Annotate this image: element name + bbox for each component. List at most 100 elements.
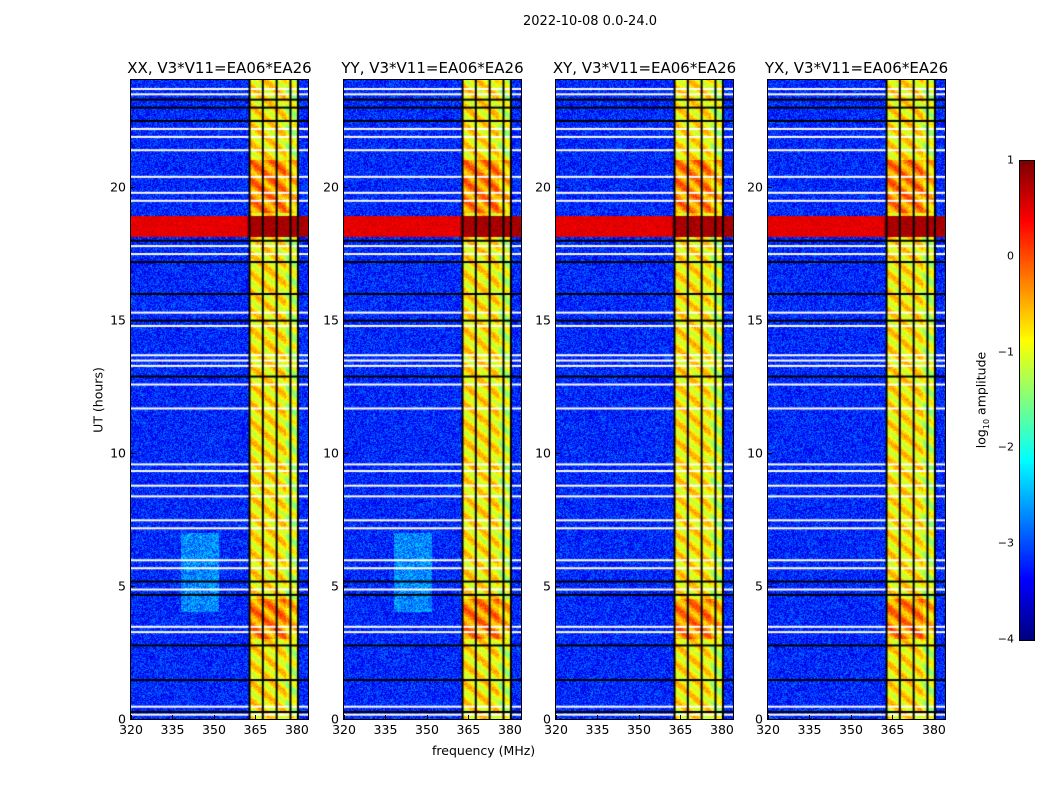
y-tick-mark [556, 452, 560, 454]
x-tick-mark [597, 715, 599, 719]
colorbar-tick-label: −3 [997, 536, 1014, 550]
x-tick-label: 365 [243, 722, 268, 737]
x-tick-mark [131, 715, 132, 719]
y-tick-mark [768, 585, 772, 587]
x-tick-label: 365 [456, 722, 481, 737]
x-tick-label: 335 [160, 722, 185, 737]
x-tick-mark [768, 715, 769, 719]
colorbar-label: log10 amplitude [973, 351, 991, 449]
x-tick-mark [556, 715, 557, 719]
heatmap-panel-yy [343, 79, 522, 720]
x-tick-label: 380 [922, 722, 946, 737]
x-tick-mark [809, 715, 811, 719]
heatmap-panel-yx [767, 79, 946, 720]
x-tick-label: 380 [710, 722, 734, 737]
y-tick-mark [556, 719, 560, 720]
x-tick-mark [509, 715, 511, 719]
y-tick-label: 15 [535, 312, 551, 328]
y-tick-mark [768, 719, 772, 720]
y-tick-label: 20 [323, 179, 339, 194]
figure-title: 2022-10-08 0.0-24.0 [523, 14, 657, 29]
x-tick-label: 320 [119, 722, 143, 737]
x-tick-mark [638, 715, 640, 719]
x-tick-label: 320 [332, 722, 356, 737]
y-tick-mark [131, 319, 135, 321]
panel-title: XY, V3*V11=EA06*EA26 [552, 59, 737, 77]
x-tick-label: 380 [498, 722, 522, 737]
x-tick-label: 335 [373, 722, 398, 737]
y-tick-mark [556, 319, 560, 321]
y-tick-label: 10 [747, 445, 763, 461]
x-tick-label: 350 [627, 722, 651, 737]
x-tick-mark [892, 715, 894, 719]
x-tick-label: 365 [668, 722, 693, 737]
x-tick-mark [344, 715, 345, 719]
x-tick-label: 320 [756, 722, 780, 737]
y-tick-label: 20 [535, 179, 551, 194]
y-tick-label: 15 [323, 312, 339, 328]
x-tick-label: 320 [544, 722, 568, 737]
panel-title: YX, V3*V11=EA06*EA26 [764, 59, 949, 77]
y-tick-label: 20 [747, 179, 763, 194]
x-tick-label: 350 [202, 722, 226, 737]
colorbar-tick-label: −4 [997, 632, 1014, 646]
y-tick-label: 15 [110, 312, 126, 328]
y-tick-mark [344, 186, 348, 188]
colorbar-tick-label: −2 [997, 440, 1014, 454]
y-tick-mark [768, 186, 772, 188]
x-tick-mark [721, 715, 723, 719]
y-tick-mark [556, 186, 560, 188]
y-tick-label: 0 [118, 711, 126, 727]
x-tick-label: 365 [880, 722, 905, 737]
x-tick-mark [296, 715, 298, 719]
x-axis-label: frequency (MHz) [432, 743, 536, 758]
y-tick-mark [768, 319, 772, 321]
y-tick-label: 0 [755, 711, 763, 727]
y-tick-label: 20 [110, 179, 126, 194]
y-tick-label: 10 [110, 445, 126, 461]
heatmap-panel-xy [555, 79, 734, 720]
x-tick-mark [255, 715, 257, 719]
y-tick-mark [131, 186, 135, 188]
y-tick-label: 5 [118, 578, 126, 594]
x-tick-label: 350 [839, 722, 863, 737]
panel-title: XX, V3*V11=EA06*EA26 [127, 59, 312, 77]
y-tick-label: 0 [331, 711, 339, 727]
y-tick-mark [768, 452, 772, 454]
panel-title: YY, V3*V11=EA06*EA26 [341, 59, 524, 77]
x-tick-mark [172, 715, 174, 719]
y-tick-label: 10 [323, 445, 339, 461]
y-tick-label: 5 [331, 578, 339, 594]
x-tick-mark [850, 715, 852, 719]
x-tick-label: 350 [415, 722, 439, 737]
x-tick-mark [426, 715, 428, 719]
y-tick-mark [131, 452, 135, 454]
colorbar-tick-label: 1 [1007, 153, 1014, 167]
x-tick-mark [933, 715, 935, 719]
y-tick-label: 5 [543, 578, 551, 594]
x-tick-label: 380 [285, 722, 309, 737]
x-tick-mark [468, 715, 470, 719]
y-tick-mark [131, 719, 135, 720]
colorbar [1019, 160, 1035, 641]
colorbar-tick-label: −1 [997, 345, 1014, 359]
y-tick-mark [344, 319, 348, 321]
y-tick-mark [556, 585, 560, 587]
y-tick-mark [131, 585, 135, 587]
x-tick-label: 335 [585, 722, 610, 737]
x-tick-mark [213, 715, 215, 719]
y-tick-mark [344, 452, 348, 454]
y-tick-mark [344, 719, 348, 720]
x-tick-mark [385, 715, 387, 719]
x-tick-label: 335 [797, 722, 822, 737]
y-tick-label: 15 [747, 312, 763, 328]
y-tick-mark [344, 585, 348, 587]
colorbar-tick-label: 0 [1007, 249, 1014, 263]
y-tick-label: 5 [755, 578, 763, 594]
y-axis-label: UT (hours) [90, 367, 106, 433]
y-tick-label: 0 [543, 711, 551, 727]
y-tick-label: 10 [535, 445, 551, 461]
heatmap-panel-xx [130, 79, 309, 720]
x-tick-mark [680, 715, 682, 719]
